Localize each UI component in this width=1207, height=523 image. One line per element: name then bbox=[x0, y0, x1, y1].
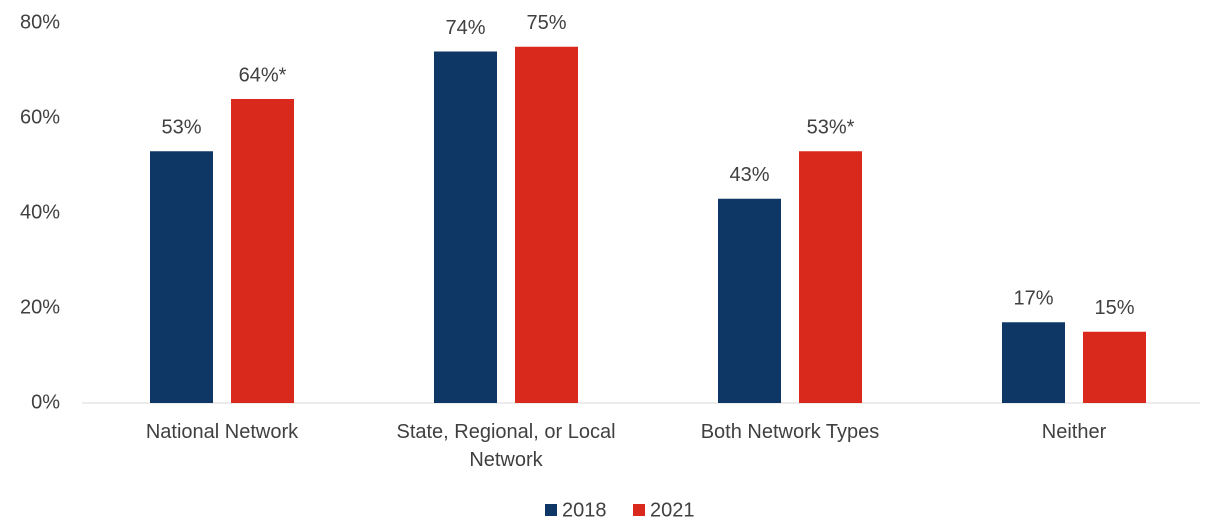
y-tick-label: 60% bbox=[20, 106, 60, 128]
value-label: 64%* bbox=[239, 64, 287, 86]
bar bbox=[434, 51, 497, 403]
bar bbox=[1002, 322, 1065, 403]
value-label: 17% bbox=[1013, 288, 1053, 310]
legend-swatch bbox=[545, 504, 557, 516]
x-tick-label-box: Both Network Types bbox=[700, 421, 880, 443]
x-tick-label: National Network bbox=[145, 421, 299, 443]
x-tick-label: Neither bbox=[1041, 421, 1107, 443]
legend-label: 2018 bbox=[562, 499, 607, 521]
bar bbox=[150, 151, 213, 403]
legend-swatch bbox=[633, 504, 645, 516]
x-tick-label: State, Regional, or Local Network bbox=[396, 421, 616, 471]
bar bbox=[799, 151, 862, 403]
bar bbox=[1083, 331, 1146, 403]
value-label: 53%* bbox=[807, 117, 855, 139]
x-tick-label-box: State, Regional, or Local Network bbox=[396, 421, 616, 471]
value-label: 15% bbox=[1094, 297, 1134, 319]
x-tick-label-box: National Network bbox=[145, 421, 299, 443]
x-tick-label: Both Network Types bbox=[700, 421, 880, 443]
y-tick-label: 0% bbox=[31, 391, 60, 413]
bar bbox=[231, 99, 294, 403]
value-label: 74% bbox=[445, 17, 485, 39]
bar bbox=[515, 46, 578, 403]
bar bbox=[718, 198, 781, 403]
value-label: 43% bbox=[729, 164, 769, 186]
value-label: 75% bbox=[526, 12, 566, 34]
legend-label: 2021 bbox=[650, 499, 695, 521]
y-tick-label: 20% bbox=[20, 296, 60, 318]
y-tick-label: 80% bbox=[20, 11, 60, 33]
y-tick-label: 40% bbox=[20, 201, 60, 223]
value-label: 53% bbox=[161, 117, 201, 139]
x-tick-label-box: Neither bbox=[1041, 421, 1107, 443]
